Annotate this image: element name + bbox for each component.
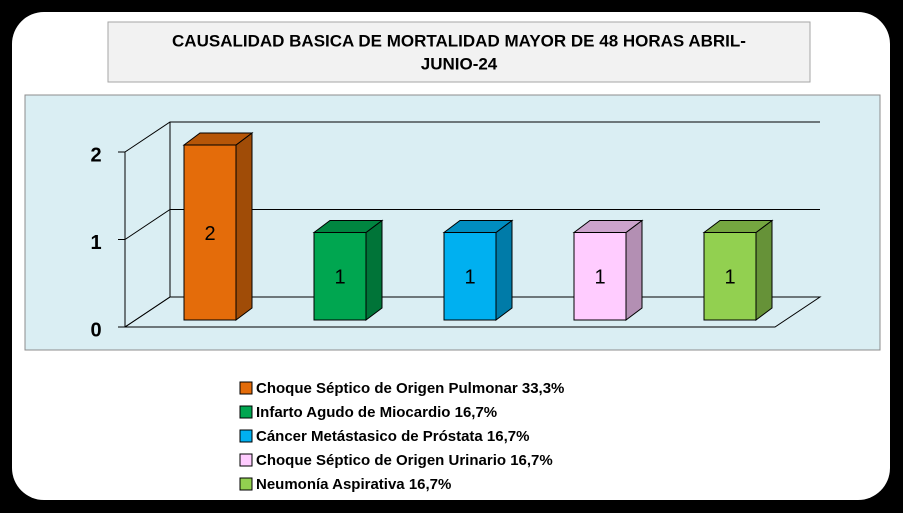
bar-side [365, 219, 383, 321]
chart-title: CAUSALIDAD BASICA DE MORTALIDAD MAYOR DE… [172, 31, 746, 50]
legend-label: Choque Séptico de Origen Urinario 16,7% [256, 452, 553, 469]
bar [443, 232, 497, 321]
legend-swatch [239, 405, 253, 419]
data-label: 1 [334, 267, 345, 289]
data-label: 1 [594, 267, 605, 289]
legend-label: Neumonía Aspirativa 16,7% [256, 476, 451, 493]
bar [183, 144, 237, 321]
bar-side [625, 219, 643, 321]
data-label: 1 [724, 267, 735, 289]
bar [573, 232, 627, 321]
legend-swatch [239, 381, 253, 395]
data-label: 2 [204, 223, 215, 245]
bar [703, 232, 757, 321]
legend-swatch [239, 477, 253, 491]
y-tick-label: 1 [90, 232, 101, 254]
y-tick-label: 0 [90, 319, 101, 341]
grid-line [124, 121, 820, 153]
data-label: 1 [464, 267, 475, 289]
legend-label: Infarto Agudo de Miocardio 16,7% [256, 404, 497, 421]
y-tick-label: 2 [90, 144, 101, 166]
legend-swatch [239, 453, 253, 467]
grid-line [124, 209, 820, 240]
legend-label: Cáncer Metástasico de Próstata 16,7% [256, 428, 529, 445]
title-box [107, 21, 811, 83]
bar-side [755, 219, 773, 321]
bar [313, 232, 367, 321]
legend-label: Choque Séptico de Origen Pulmonar 33,3% [256, 380, 564, 397]
bar-side [235, 132, 253, 321]
legend-swatch [239, 429, 253, 443]
chart-title: JUNIO-24 [421, 54, 498, 73]
bar-side [495, 219, 513, 321]
